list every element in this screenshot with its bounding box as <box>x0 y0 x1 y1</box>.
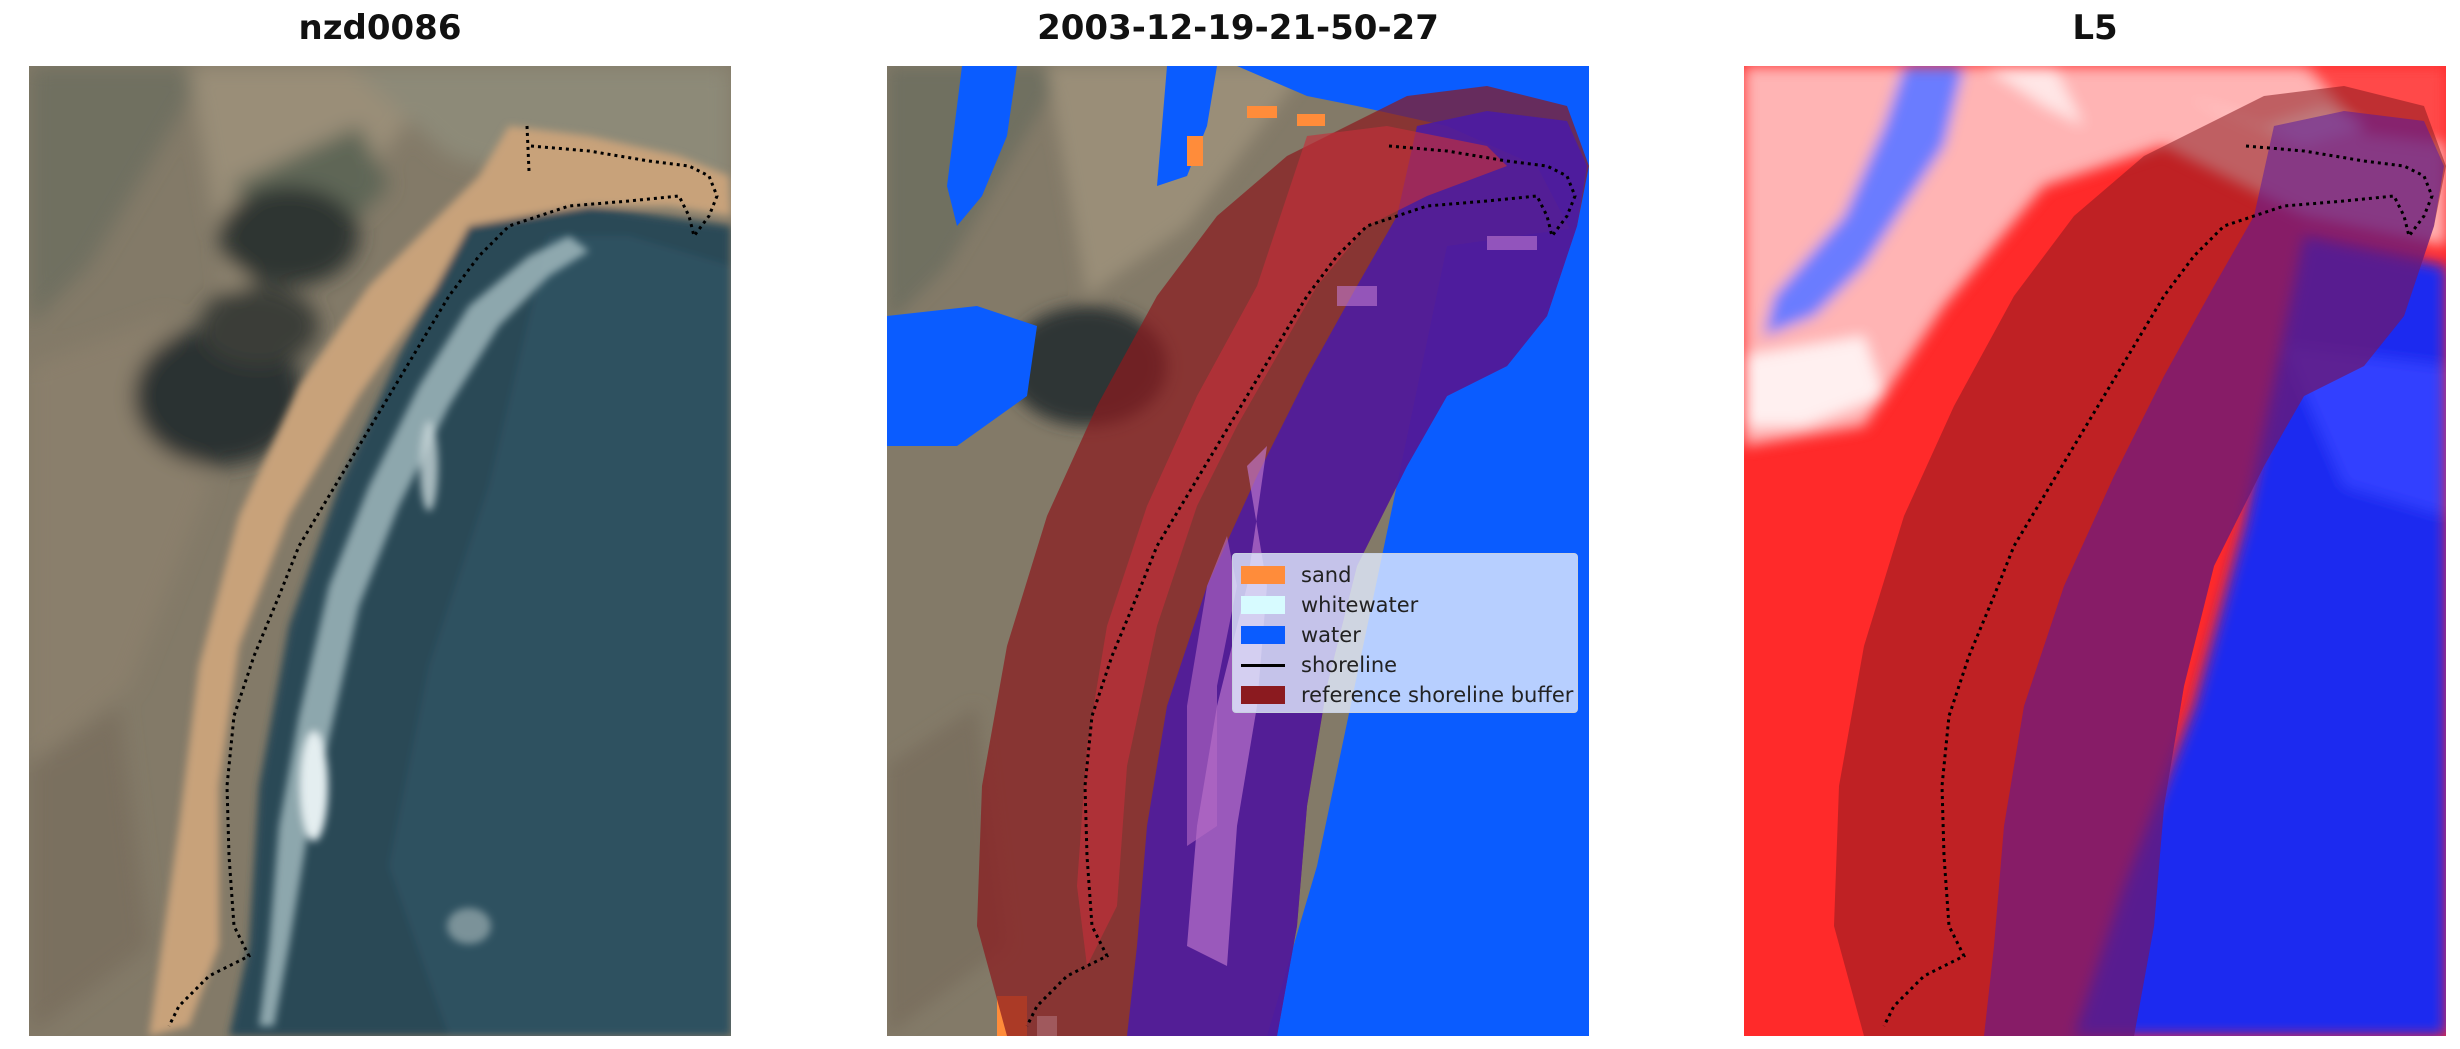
legend-label: reference shoreline buffer <box>1301 683 1574 707</box>
shoreline-line-swatch <box>1241 656 1285 674</box>
legend: sand whitewater water shoreline referenc… <box>1232 553 1578 713</box>
classification-image <box>887 66 1589 1036</box>
shoreline-trace <box>1025 144 1577 1027</box>
legend-item-water: water <box>1241 620 1569 650</box>
whitewater-swatch <box>1241 596 1285 614</box>
legend-label: whitewater <box>1301 593 1419 617</box>
buffer-swatch <box>1241 686 1285 704</box>
shoreline-trace <box>167 125 719 1027</box>
panel-title-image-id: nzd0086 <box>298 8 462 48</box>
classification-panel <box>887 66 1589 1036</box>
satellite-rgb-image <box>29 66 731 1036</box>
panel-title-date: 2003-12-19-21-50-27 <box>1037 8 1439 48</box>
legend-label: sand <box>1301 563 1352 587</box>
legend-label: water <box>1301 623 1361 647</box>
panel-title-index: L5 <box>2072 8 2118 48</box>
index-map-image <box>1744 66 2446 1036</box>
legend-item-whitewater: whitewater <box>1241 590 1569 620</box>
legend-label: shoreline <box>1301 653 1398 677</box>
shoreline-trace <box>1882 144 2434 1027</box>
legend-item-sand: sand <box>1241 560 1569 590</box>
legend-item-reference-shoreline-buffer: reference shoreline buffer <box>1241 680 1573 710</box>
satellite-rgb-panel <box>29 66 731 1036</box>
water-swatch <box>1241 626 1285 644</box>
sand-swatch <box>1241 566 1285 584</box>
index-map-panel <box>1744 66 2446 1036</box>
legend-item-shoreline: shoreline <box>1241 650 1569 680</box>
